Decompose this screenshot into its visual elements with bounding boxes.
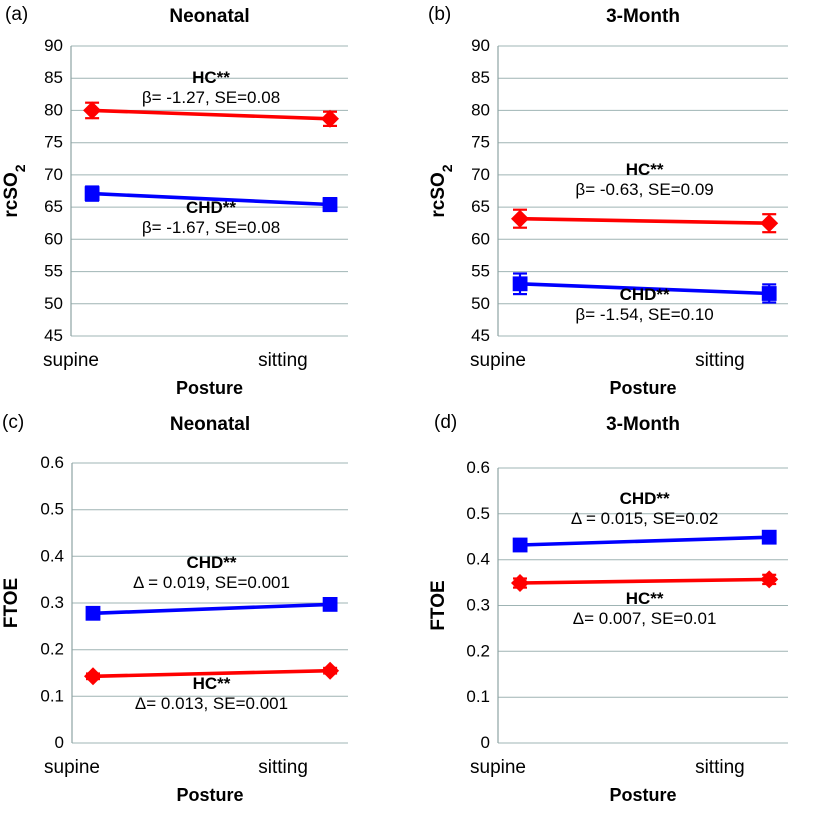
svg-text:supine: supine <box>44 757 100 778</box>
svg-text:β= -0.63, SE=0.09: β= -0.63, SE=0.09 <box>575 180 713 199</box>
svg-text:CHD**: CHD** <box>186 553 236 572</box>
svg-text:50: 50 <box>471 294 490 313</box>
svg-text:0: 0 <box>481 733 490 752</box>
svg-text:Posture: Posture <box>176 378 243 398</box>
svg-text:45: 45 <box>44 326 63 345</box>
svg-text:CHD**: CHD** <box>620 285 670 304</box>
svg-text:75: 75 <box>44 133 63 152</box>
svg-text:65: 65 <box>471 197 490 216</box>
svg-text:55: 55 <box>44 262 63 281</box>
svg-text:(b): (b) <box>428 4 451 25</box>
svg-text:(d): (d) <box>434 412 457 433</box>
svg-text:0.6: 0.6 <box>466 458 490 477</box>
svg-text:0.6: 0.6 <box>40 453 64 472</box>
svg-text:60: 60 <box>44 229 63 248</box>
svg-text:Posture: Posture <box>176 785 243 805</box>
svg-text:80: 80 <box>471 100 490 119</box>
svg-text:3-Month: 3-Month <box>606 414 680 435</box>
svg-text:0.5: 0.5 <box>40 500 64 519</box>
svg-text:85: 85 <box>44 68 63 87</box>
svg-text:0.2: 0.2 <box>466 641 490 660</box>
svg-text:β= -1.54, SE=0.10: β= -1.54, SE=0.10 <box>575 305 713 324</box>
svg-text:0.2: 0.2 <box>40 640 64 659</box>
svg-text:β= -1.27, SE=0.08: β= -1.27, SE=0.08 <box>142 88 280 107</box>
svg-text:(c): (c) <box>2 412 24 433</box>
svg-text:90: 90 <box>44 36 63 55</box>
svg-text:sitting: sitting <box>258 350 308 371</box>
svg-text:0.1: 0.1 <box>40 686 64 705</box>
svg-text:85: 85 <box>471 68 490 87</box>
svg-text:60: 60 <box>471 229 490 248</box>
svg-text:70: 70 <box>44 165 63 184</box>
svg-text:HC**: HC** <box>192 68 230 87</box>
svg-text:0.1: 0.1 <box>466 687 490 706</box>
svg-text:Δ= 0.013, SE=0.001: Δ= 0.013, SE=0.001 <box>135 694 288 713</box>
svg-text:Δ= 0.007, SE=0.01: Δ= 0.007, SE=0.01 <box>573 609 717 628</box>
svg-text:65: 65 <box>44 197 63 216</box>
svg-text:Neonatal: Neonatal <box>169 6 249 27</box>
svg-text:Δ = 0.015, SE=0.02: Δ = 0.015, SE=0.02 <box>571 509 718 528</box>
svg-text:70: 70 <box>471 165 490 184</box>
svg-text:sitting: sitting <box>695 757 745 778</box>
svg-text:55: 55 <box>471 262 490 281</box>
svg-text:90: 90 <box>471 36 490 55</box>
svg-text:(a): (a) <box>5 4 28 25</box>
svg-text:CHD**: CHD** <box>620 489 670 508</box>
svg-text:0.5: 0.5 <box>466 504 490 523</box>
svg-text:Neonatal: Neonatal <box>170 414 250 435</box>
svg-text:0.4: 0.4 <box>466 550 490 569</box>
svg-text:supine: supine <box>470 757 526 778</box>
svg-text:3-Month: 3-Month <box>606 6 680 27</box>
svg-text:supine: supine <box>470 350 526 371</box>
svg-text:0: 0 <box>55 733 64 752</box>
svg-text:45: 45 <box>471 326 490 345</box>
svg-text:supine: supine <box>43 350 99 371</box>
svg-text:0.3: 0.3 <box>40 593 64 612</box>
svg-text:75: 75 <box>471 133 490 152</box>
svg-text:β= -1.67, SE=0.08: β= -1.67, SE=0.08 <box>142 218 280 237</box>
svg-text:Δ = 0.019, SE=0.001: Δ = 0.019, SE=0.001 <box>133 573 290 592</box>
svg-text:sitting: sitting <box>258 757 308 778</box>
svg-text:CHD**: CHD** <box>186 198 236 217</box>
svg-text:0.3: 0.3 <box>466 596 490 615</box>
svg-text:50: 50 <box>44 294 63 313</box>
svg-text:sitting: sitting <box>695 350 745 371</box>
svg-text:HC**: HC** <box>193 674 231 693</box>
svg-text:HC**: HC** <box>626 589 664 608</box>
svg-text:0.4: 0.4 <box>40 546 64 565</box>
svg-text:HC**: HC** <box>626 160 664 179</box>
svg-text:FTOE: FTOE <box>428 580 449 630</box>
svg-text:80: 80 <box>44 100 63 119</box>
svg-text:FTOE: FTOE <box>1 578 22 628</box>
svg-text:Posture: Posture <box>609 378 676 398</box>
svg-text:Posture: Posture <box>609 785 676 805</box>
